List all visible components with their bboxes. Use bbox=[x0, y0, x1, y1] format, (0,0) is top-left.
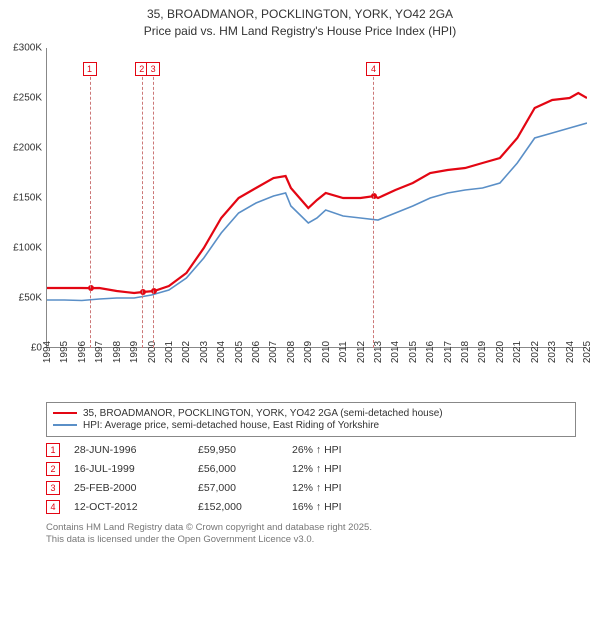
x-axis-tick: 1998 bbox=[112, 340, 123, 362]
marker-box: 3 bbox=[146, 62, 160, 76]
row-date: 12-OCT-2012 bbox=[74, 501, 184, 513]
x-axis-tick: 2018 bbox=[460, 340, 471, 362]
row-price: £59,950 bbox=[198, 444, 278, 456]
table-row: 1 28-JUN-1996 £59,950 26% ↑ HPI bbox=[46, 443, 586, 457]
marker-vline bbox=[373, 62, 374, 348]
x-axis-tick: 1996 bbox=[77, 340, 88, 362]
row-date: 25-FEB-2000 bbox=[74, 482, 184, 494]
marker-vline bbox=[142, 62, 143, 348]
x-axis-tick: 2008 bbox=[286, 340, 297, 362]
x-axis-tick: 2000 bbox=[147, 340, 158, 362]
x-axis-tick: 2024 bbox=[565, 340, 576, 362]
y-axis-tick: £150K bbox=[6, 192, 42, 203]
row-date: 16-JUL-1999 bbox=[74, 463, 184, 475]
line-chart-svg bbox=[47, 48, 587, 348]
marker-box: 1 bbox=[83, 62, 97, 76]
title-line-2: Price paid vs. HM Land Registry's House … bbox=[6, 23, 594, 40]
plot-region bbox=[46, 48, 586, 348]
x-axis-tick: 2017 bbox=[443, 340, 454, 362]
legend: 35, BROADMANOR, POCKLINGTON, YORK, YO42 … bbox=[46, 402, 576, 437]
marker-vline bbox=[90, 62, 91, 348]
x-axis-tick: 2009 bbox=[303, 340, 314, 362]
legend-label-hpi: HPI: Average price, semi-detached house,… bbox=[83, 420, 379, 431]
transactions-table: 1 28-JUN-1996 £59,950 26% ↑ HPI 2 16-JUL-1999… bbox=[46, 443, 586, 514]
y-axis-tick: £100K bbox=[6, 242, 42, 253]
x-axis-tick: 2014 bbox=[390, 340, 401, 362]
row-marker-box: 4 bbox=[46, 500, 60, 514]
x-axis-tick: 2019 bbox=[477, 340, 488, 362]
title-line-1: 35, BROADMANOR, POCKLINGTON, YORK, YO42 … bbox=[6, 6, 594, 23]
x-axis-tick: 2002 bbox=[181, 340, 192, 362]
chart-area: £0 £50K £100K £150K £200K £250K £300K 1994 1995 1… bbox=[6, 44, 594, 394]
x-axis-tick: 2001 bbox=[164, 340, 175, 362]
footer-line-1: Contains HM Land Registry data © Crown c… bbox=[46, 522, 586, 534]
row-marker-box: 1 bbox=[46, 443, 60, 457]
x-axis-tick: 2023 bbox=[547, 340, 558, 362]
x-axis-tick: 2010 bbox=[321, 340, 332, 362]
marker-vline bbox=[153, 62, 154, 348]
x-axis-tick: 2004 bbox=[216, 340, 227, 362]
y-axis-tick: £200K bbox=[6, 142, 42, 153]
x-axis-tick: 2011 bbox=[338, 341, 349, 363]
x-axis-tick: 2006 bbox=[251, 340, 262, 362]
table-row: 3 25-FEB-2000 £57,000 12% ↑ HPI bbox=[46, 481, 586, 495]
legend-item-hpi: HPI: Average price, semi-detached house,… bbox=[53, 420, 569, 431]
footer-attribution: Contains HM Land Registry data © Crown c… bbox=[46, 522, 586, 547]
row-relative: 16% ↑ HPI bbox=[292, 501, 392, 513]
x-axis-tick: 2005 bbox=[234, 340, 245, 362]
x-axis-tick: 2020 bbox=[495, 340, 506, 362]
x-axis-tick: 2012 bbox=[356, 340, 367, 362]
row-price: £152,000 bbox=[198, 501, 278, 513]
table-row: 2 16-JUL-1999 £56,000 12% ↑ HPI bbox=[46, 462, 586, 476]
marker-dot bbox=[140, 289, 146, 295]
y-axis-tick: £300K bbox=[6, 42, 42, 53]
marker-dot bbox=[151, 288, 157, 294]
chart-title: 35, BROADMANOR, POCKLINGTON, YORK, YO42 … bbox=[6, 6, 594, 40]
x-axis-tick: 1994 bbox=[42, 340, 53, 362]
table-row: 4 12-OCT-2012 £152,000 16% ↑ HPI bbox=[46, 500, 586, 514]
row-relative: 12% ↑ HPI bbox=[292, 463, 392, 475]
legend-label-property: 35, BROADMANOR, POCKLINGTON, YORK, YO42 … bbox=[83, 408, 443, 419]
row-marker-box: 3 bbox=[46, 481, 60, 495]
y-axis-tick: £250K bbox=[6, 92, 42, 103]
x-axis-tick: 2022 bbox=[530, 340, 541, 362]
x-axis-tick: 2021 bbox=[512, 340, 523, 362]
x-axis-tick: 2013 bbox=[373, 340, 384, 362]
row-marker-box: 2 bbox=[46, 462, 60, 476]
x-axis-tick: 1999 bbox=[129, 340, 140, 362]
x-axis-tick: 1995 bbox=[59, 340, 70, 362]
row-relative: 26% ↑ HPI bbox=[292, 444, 392, 456]
x-axis-tick: 2025 bbox=[582, 340, 593, 362]
marker-dot bbox=[88, 285, 94, 291]
x-axis-tick: 2015 bbox=[408, 340, 419, 362]
marker-dot bbox=[371, 193, 377, 199]
row-date: 28-JUN-1996 bbox=[74, 444, 184, 456]
x-axis-tick: 1997 bbox=[94, 340, 105, 362]
legend-swatch-hpi bbox=[53, 424, 77, 426]
row-price: £57,000 bbox=[198, 482, 278, 494]
footer-line-2: This data is licensed under the Open Gov… bbox=[46, 534, 586, 546]
row-relative: 12% ↑ HPI bbox=[292, 482, 392, 494]
y-axis-tick: £50K bbox=[6, 292, 42, 303]
row-price: £56,000 bbox=[198, 463, 278, 475]
legend-swatch-property bbox=[53, 412, 77, 414]
x-axis-tick: 2003 bbox=[199, 340, 210, 362]
property-line bbox=[47, 93, 587, 293]
y-axis-tick: £0 bbox=[6, 342, 42, 353]
x-axis-tick: 2007 bbox=[268, 340, 279, 362]
legend-item-property: 35, BROADMANOR, POCKLINGTON, YORK, YO42 … bbox=[53, 408, 569, 419]
x-axis-tick: 2016 bbox=[425, 340, 436, 362]
marker-box: 4 bbox=[366, 62, 380, 76]
